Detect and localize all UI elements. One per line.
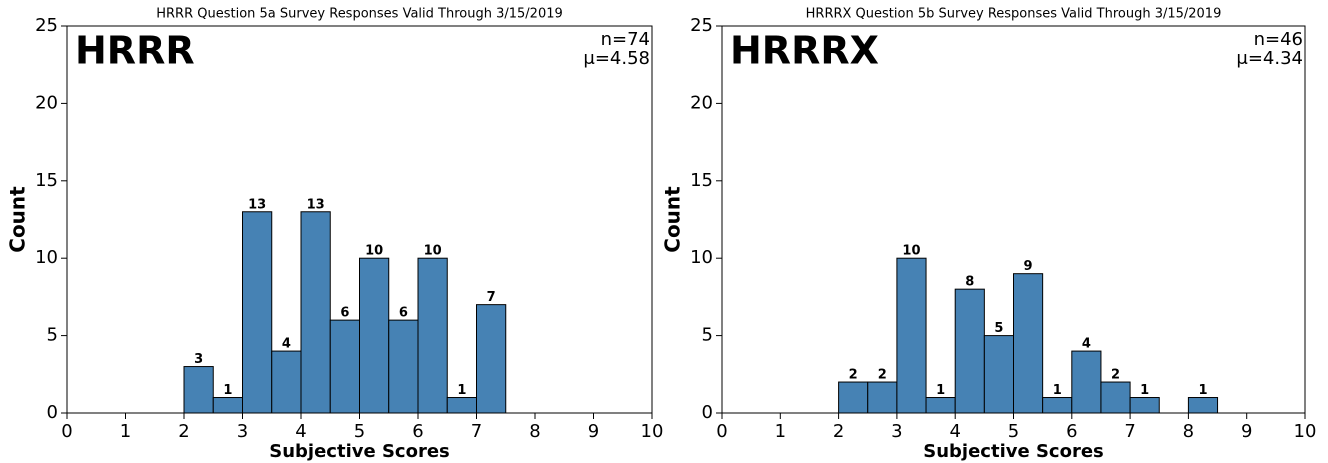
x-tick-label: 8 — [529, 421, 540, 442]
data-label: 6 — [340, 306, 349, 321]
data-label: 5 — [994, 321, 1003, 336]
bar — [838, 381, 869, 414]
data-label: 6 — [399, 306, 408, 321]
bar — [925, 397, 956, 414]
x-tick-label: 2 — [833, 421, 844, 442]
x-tick-label: 1 — [120, 421, 131, 442]
x-tick-label: 7 — [471, 421, 482, 442]
y-tick-label: 25 — [35, 15, 58, 36]
bar — [1071, 350, 1102, 414]
x-tick-label: 1 — [775, 421, 786, 442]
bar — [1013, 273, 1044, 414]
data-label: 1 — [457, 383, 466, 398]
bar — [867, 381, 898, 414]
bar — [1042, 397, 1073, 414]
bar — [212, 397, 243, 414]
y-tick-label: 15 — [35, 170, 58, 191]
data-label: 8 — [965, 275, 974, 290]
bar — [359, 257, 390, 414]
bar — [300, 211, 331, 414]
mean: μ=4.58 — [583, 48, 650, 69]
bar — [417, 257, 448, 414]
plot-frame — [721, 25, 1306, 414]
x-tick-label: 6 — [412, 421, 423, 442]
x-tick-label: 0 — [716, 421, 727, 442]
y-tick-label: 0 — [702, 402, 713, 423]
data-label: 1 — [936, 383, 945, 398]
data-label: 1 — [223, 383, 232, 398]
x-tick-label: 3 — [237, 421, 248, 442]
x-tick-label: 7 — [1124, 421, 1135, 442]
chart-title: HRRR Question 5a Survey Responses Valid … — [156, 7, 563, 22]
data-label: 2 — [849, 368, 858, 383]
data-label: 2 — [1111, 368, 1120, 383]
y-tick-label: 10 — [690, 247, 713, 268]
bar — [954, 288, 985, 414]
y-tick-label: 0 — [47, 402, 58, 423]
bar — [388, 319, 419, 414]
sample-size: n=46 — [1254, 29, 1303, 50]
y-tick-label: 20 — [690, 92, 713, 113]
x-tick-label: 2 — [178, 421, 189, 442]
data-label: 10 — [424, 244, 442, 259]
bar — [896, 257, 927, 414]
data-label: 13 — [307, 197, 325, 212]
data-label: 7 — [487, 290, 496, 305]
data-label: 9 — [1024, 259, 1033, 274]
bar — [271, 350, 302, 414]
data-label: 4 — [1082, 337, 1091, 352]
y-tick-label: 25 — [690, 15, 713, 36]
y-tick-label: 5 — [47, 325, 58, 346]
data-label: 1 — [1053, 383, 1062, 398]
data-label: 10 — [365, 244, 383, 259]
data-label: 1 — [1140, 383, 1149, 398]
bar — [242, 211, 273, 414]
x-tick-label: 9 — [588, 421, 599, 442]
x-tick-label: 6 — [1066, 421, 1077, 442]
mean: μ=4.34 — [1236, 48, 1303, 69]
x-tick-label: 3 — [891, 421, 902, 442]
bar — [183, 366, 214, 414]
plot-frame — [66, 25, 653, 414]
x-tick-label: 10 — [641, 421, 664, 442]
panel-label: HRRRX — [730, 29, 879, 73]
y-tick-label: 5 — [702, 325, 713, 346]
data-label: 3 — [194, 352, 203, 367]
bar — [1129, 397, 1160, 414]
data-label: 2 — [878, 368, 887, 383]
x-tick-label: 8 — [1183, 421, 1194, 442]
y-tick-label: 15 — [690, 170, 713, 191]
x-tick-label: 9 — [1241, 421, 1252, 442]
bar — [329, 319, 360, 414]
panel-label: HRRR — [75, 29, 195, 73]
data-label: 1 — [1198, 383, 1207, 398]
y-tick-label: 20 — [35, 92, 58, 113]
x-tick-label: 4 — [295, 421, 306, 442]
bar — [983, 335, 1014, 414]
x-tick-label: 0 — [61, 421, 72, 442]
bar — [446, 397, 477, 414]
data-label: 4 — [282, 337, 291, 352]
y-axis-label: Count — [6, 186, 30, 253]
x-tick-label: 4 — [949, 421, 960, 442]
bar — [1187, 397, 1219, 414]
x-tick-label: 5 — [354, 421, 365, 442]
y-axis-label: Count — [661, 186, 685, 253]
chart-title: HRRRX Question 5b Survey Responses Valid… — [806, 7, 1222, 22]
x-tick-label: 10 — [1294, 421, 1317, 442]
x-tick-label: 5 — [1008, 421, 1019, 442]
sample-size: n=74 — [601, 29, 650, 50]
x-axis-label: Subjective Scores — [923, 441, 1104, 462]
bar — [1100, 381, 1131, 414]
data-label: 10 — [902, 244, 920, 259]
bar — [476, 304, 507, 414]
x-axis-label: Subjective Scores — [269, 441, 450, 462]
data-label: 13 — [248, 197, 266, 212]
y-tick-label: 10 — [35, 247, 58, 268]
